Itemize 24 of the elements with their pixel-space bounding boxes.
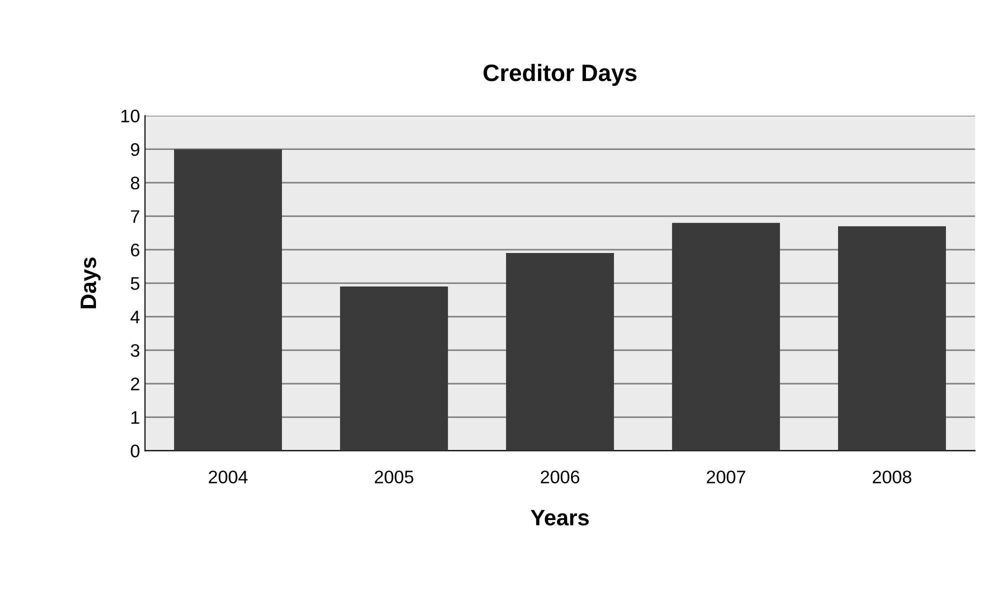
bar bbox=[340, 286, 448, 451]
x-tick-label: 2004 bbox=[208, 470, 248, 484]
y-tick-label: 6 bbox=[131, 244, 140, 256]
y-axis-title: Days bbox=[80, 258, 101, 308]
y-tick-label: 0 bbox=[130, 444, 140, 458]
y-tick-label: 1 bbox=[131, 411, 140, 424]
bar bbox=[838, 226, 946, 451]
x-tick-label: 2006 bbox=[540, 470, 580, 484]
y-tick-label: 9 bbox=[130, 143, 140, 156]
y-tick-label: 3 bbox=[130, 344, 140, 357]
y-tick-label: 7 bbox=[131, 210, 140, 223]
bar bbox=[672, 222, 780, 451]
x-tick-label: 2008 bbox=[872, 470, 912, 484]
y-tick-label: 10 bbox=[121, 110, 140, 122]
bar bbox=[506, 253, 614, 451]
y-tick-label: 8 bbox=[130, 176, 140, 190]
y-tick-label: 5 bbox=[130, 277, 140, 290]
x-axis-title: Years bbox=[530, 510, 589, 526]
x-tick-label: 2007 bbox=[706, 470, 746, 484]
bar bbox=[174, 149, 282, 451]
y-tick-label: 4 bbox=[130, 310, 140, 324]
x-tick-label: 2005 bbox=[374, 470, 414, 484]
y-tick-label: 2 bbox=[131, 378, 140, 390]
chart-title: Creditor Days bbox=[484, 64, 636, 86]
